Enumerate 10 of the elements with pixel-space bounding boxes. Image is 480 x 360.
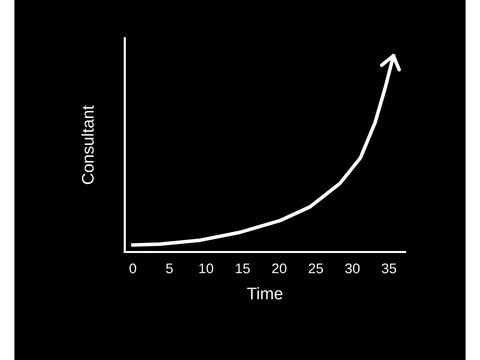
x-tick-label: 10 [199, 263, 214, 274]
y-axis-title: Consultant [81, 105, 94, 184]
x-tick-label: 25 [308, 263, 323, 274]
x-tick-label: 20 [272, 263, 286, 274]
x-axis-title: Time [247, 287, 282, 300]
x-tick-label: 30 [345, 263, 360, 274]
x-tick-label: 35 [382, 263, 396, 274]
x-tick-label: 15 [236, 264, 250, 274]
x-tick-label: 5 [166, 264, 173, 274]
x-tick-label: 0 [130, 263, 136, 274]
